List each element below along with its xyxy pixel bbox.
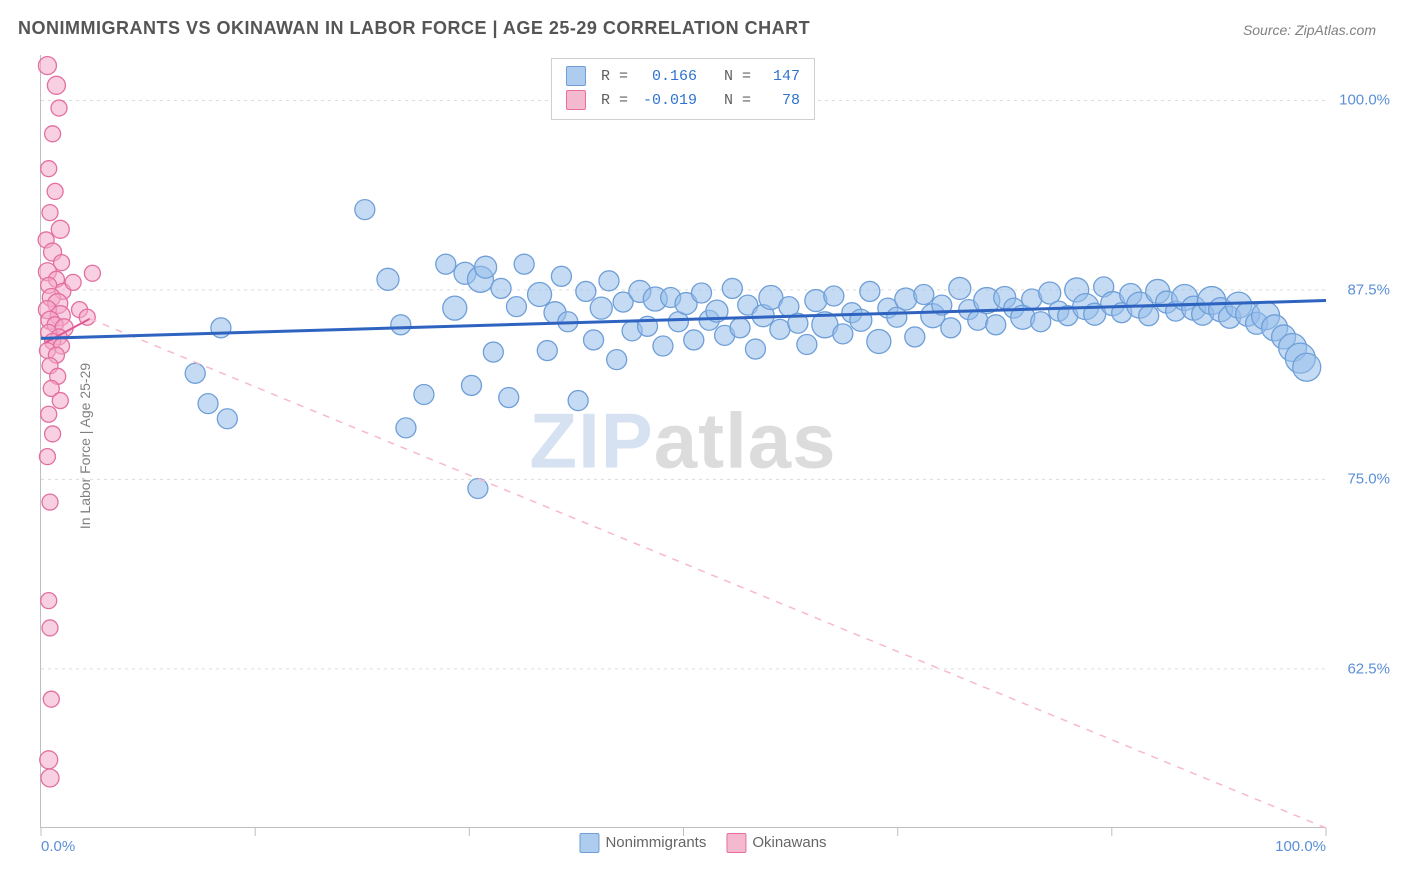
chart-svg xyxy=(41,55,1326,828)
y-tick-label: 62.5% xyxy=(1347,660,1390,677)
y-tick-label: 87.5% xyxy=(1347,281,1390,298)
y-tick-label: 75.0% xyxy=(1347,471,1390,488)
chart-title: NONIMMIGRANTS VS OKINAWAN IN LABOR FORCE… xyxy=(18,18,810,39)
legend-row-1: R = 0.166 N = 147 xyxy=(566,65,800,89)
legend-item-2: Okinawans xyxy=(726,833,826,853)
legend-bottom-label-2: Okinawans xyxy=(752,834,826,851)
legend-bottom-swatch-1 xyxy=(579,833,599,853)
legend-swatch-1 xyxy=(566,66,586,86)
correlation-legend: R = 0.166 N = 147 R = -0.019 N = 78 xyxy=(551,58,815,120)
legend-n-2: 78 xyxy=(760,89,800,113)
legend-bottom-swatch-2 xyxy=(726,833,746,853)
legend-r-1: 0.166 xyxy=(637,65,697,89)
legend-row-2: R = -0.019 N = 78 xyxy=(566,89,800,113)
x-tick-label: 0.0% xyxy=(41,838,75,855)
plot-area: ZIPatlas R = 0.166 N = 147 R = -0.019 N … xyxy=(40,55,1325,828)
x-tick-label: 100.0% xyxy=(1275,838,1326,855)
legend-item-1: Nonimmigrants xyxy=(579,833,706,853)
y-tick-label: 100.0% xyxy=(1339,92,1390,109)
source-label: Source: ZipAtlas.com xyxy=(1243,22,1376,38)
legend-bottom-label-1: Nonimmigrants xyxy=(605,834,706,851)
legend-r-2: -0.019 xyxy=(637,89,697,113)
legend-n-1: 147 xyxy=(760,65,800,89)
legend-swatch-2 xyxy=(566,90,586,110)
series-legend: Nonimmigrants Okinawans xyxy=(579,833,826,853)
